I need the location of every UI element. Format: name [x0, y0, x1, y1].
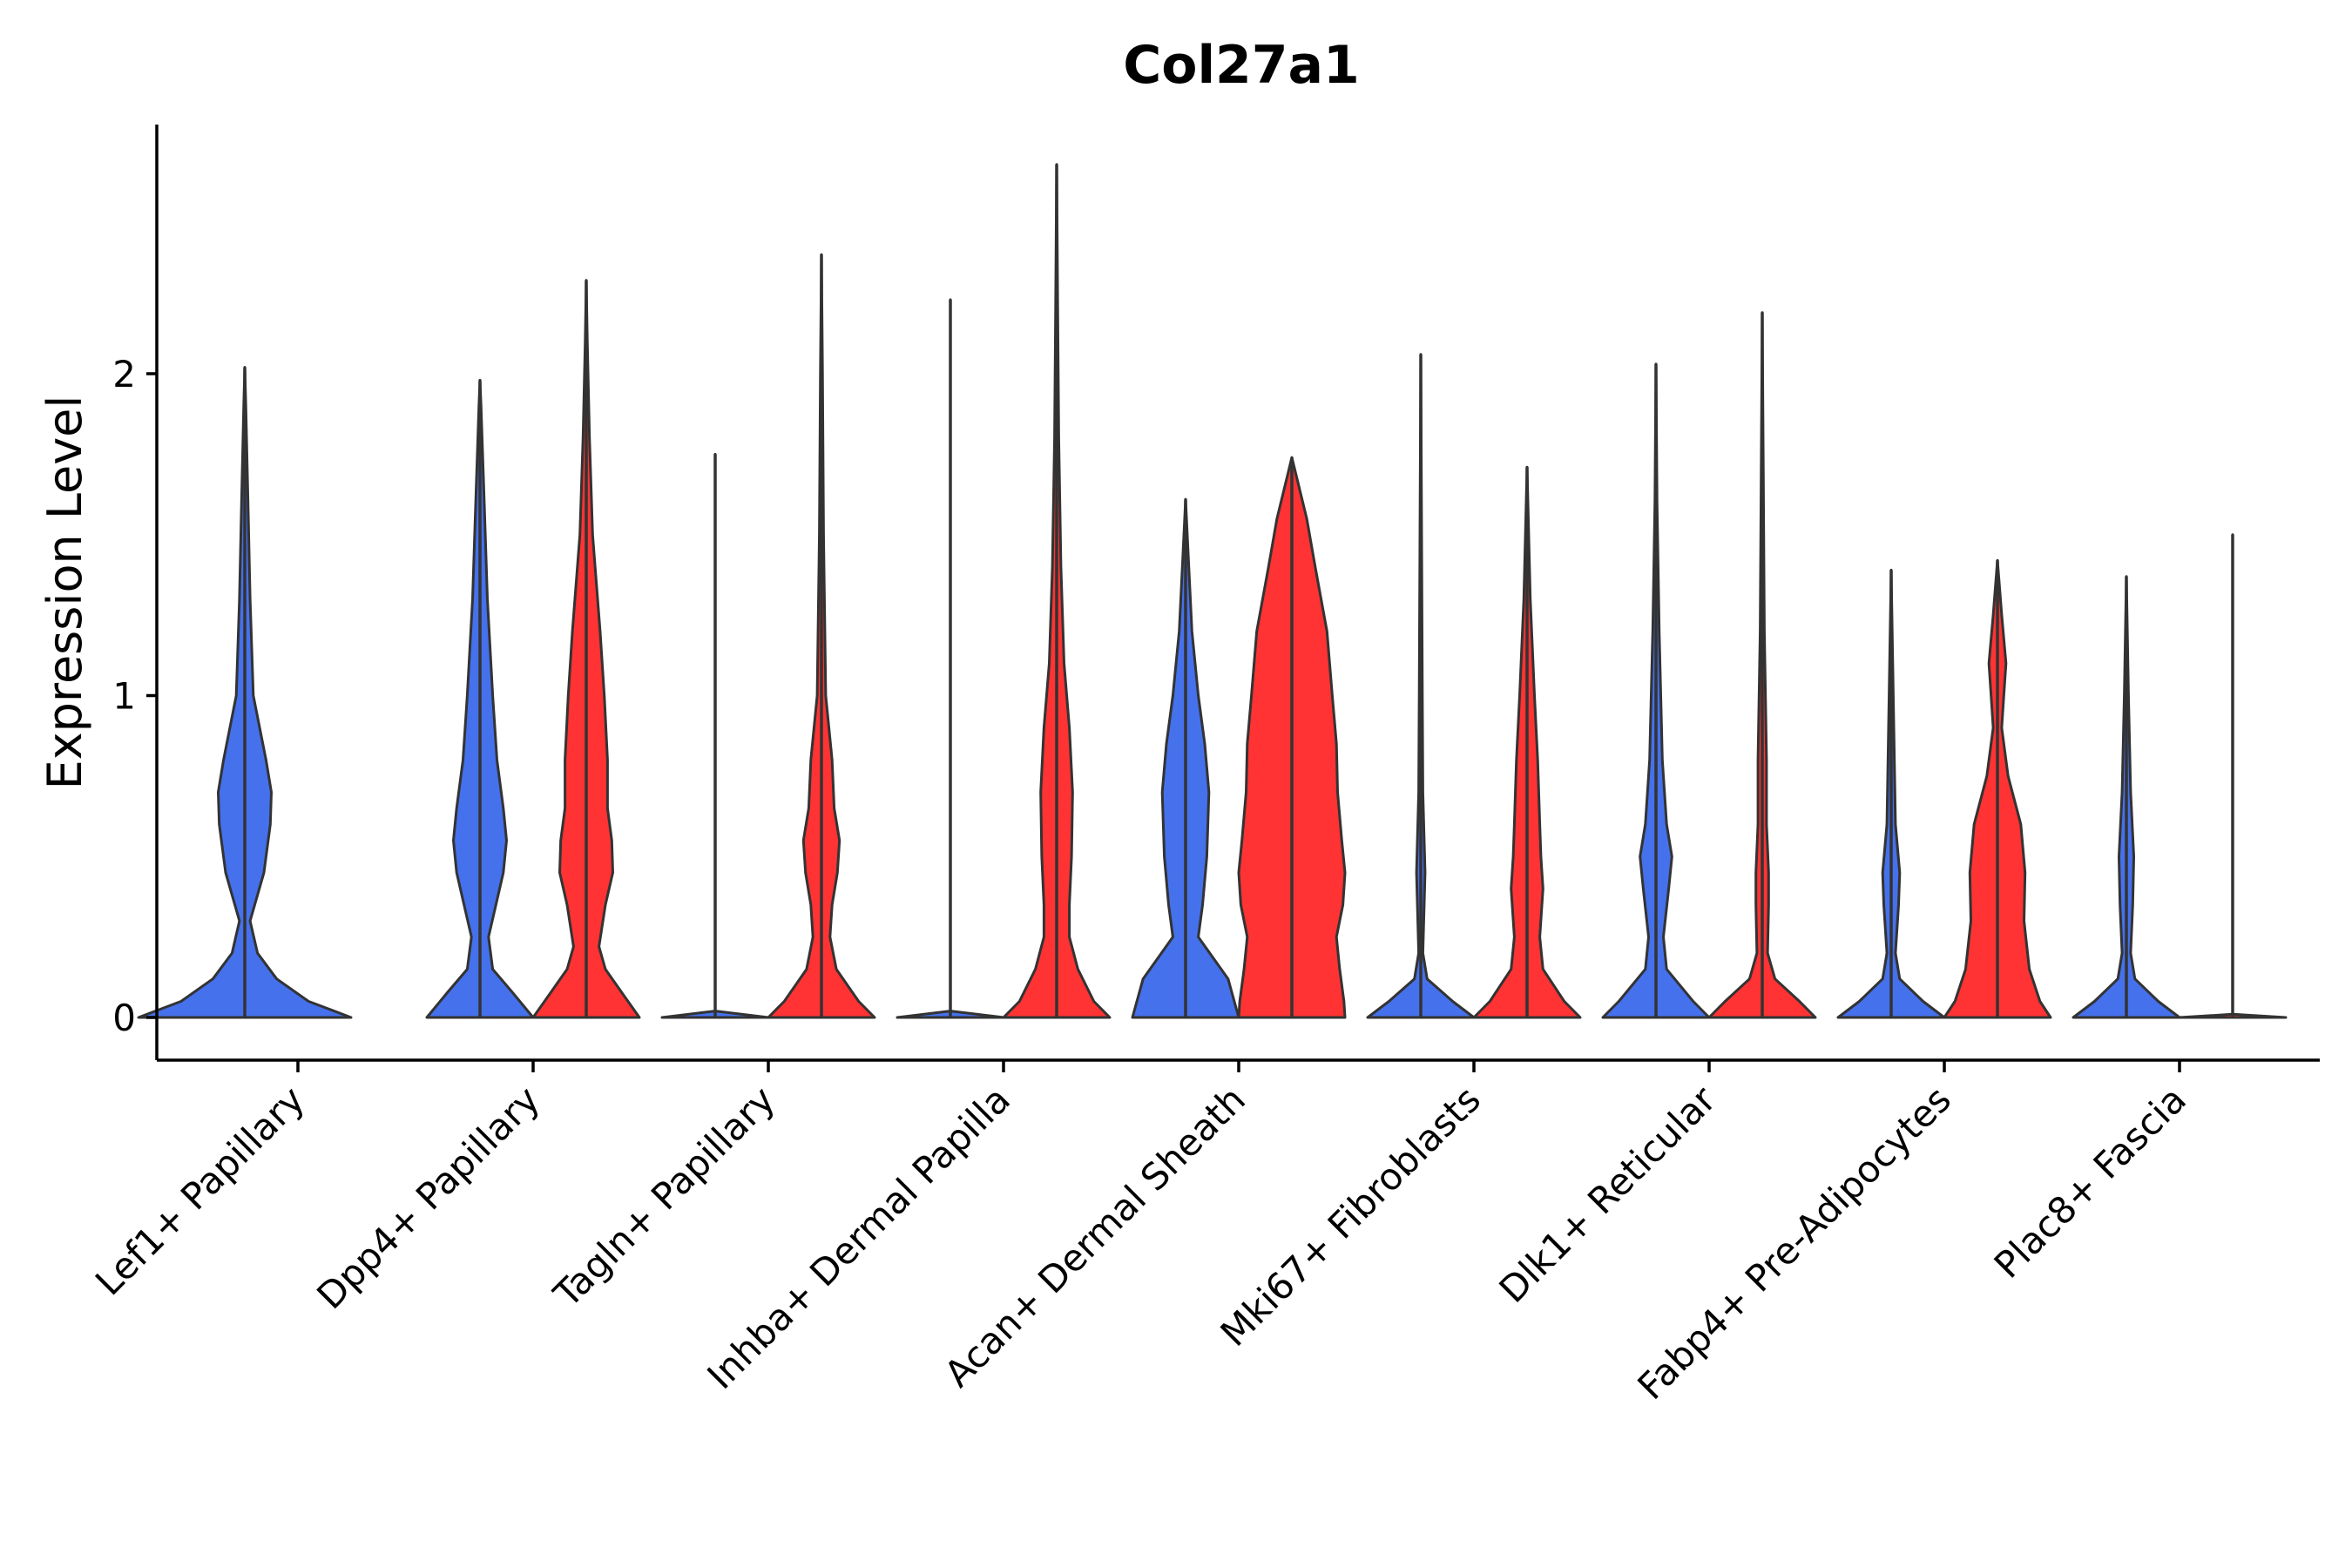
violin-group2-9 — [2178, 533, 2288, 1019]
violin-group2-6 — [1472, 465, 1582, 1019]
x-tick-label: Plac8+ Fascia — [1986, 1078, 2194, 1286]
x-tick-label: Mki67+ Fibroblasts — [1213, 1078, 1489, 1354]
y-tick-label: 2 — [112, 353, 136, 395]
violin-group2-4 — [1002, 163, 1112, 1019]
y-tick-label: 1 — [112, 675, 136, 718]
violin-group1-2 — [425, 378, 535, 1019]
violin-group1-3 — [660, 452, 770, 1019]
violin-group2-7 — [1707, 311, 1817, 1019]
violin-group1-1 — [137, 366, 353, 1019]
x-tick-label: Dpp4+ Papillary — [308, 1078, 548, 1317]
y-ticks: 0 1 2 — [112, 353, 157, 1039]
violin-group1-6 — [1366, 353, 1476, 1019]
x-tick-label: Dlk1+ Reticular — [1491, 1078, 1725, 1311]
violin-group1-9 — [2072, 575, 2181, 1019]
y-axis-title: Expression Level — [37, 395, 92, 790]
violin-group — [137, 163, 2288, 1019]
violin-group2-3 — [767, 253, 876, 1019]
violin-group1-7 — [1601, 362, 1711, 1019]
violin-group2-5 — [1237, 456, 1347, 1019]
violin-group1-5 — [1131, 497, 1240, 1019]
violin-group1-8 — [1836, 568, 1946, 1019]
violin-group2-8 — [1943, 558, 2052, 1019]
y-tick-label: 0 — [112, 997, 136, 1039]
violin-group1-4 — [896, 298, 1005, 1019]
x-tick-label: Tagln+ Papillary — [545, 1078, 783, 1315]
violin-group2-2 — [531, 279, 641, 1019]
x-tick-label: Lef1+ Papillary — [87, 1078, 313, 1303]
chart-title: Col27a1 — [1123, 35, 1360, 96]
